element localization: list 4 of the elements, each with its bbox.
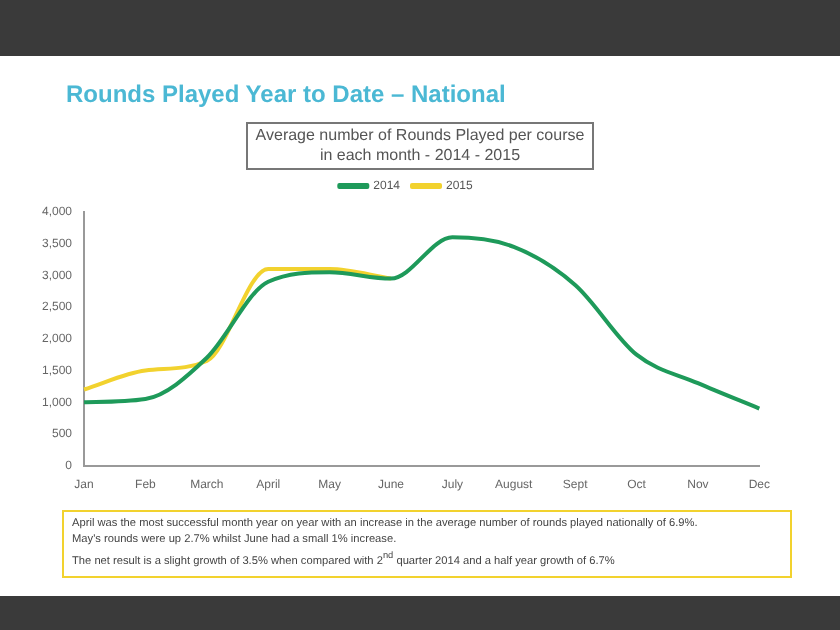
chart-title: Rounds Played Year to Date – National [66, 80, 506, 108]
line-series [82, 235, 762, 411]
line-series [82, 267, 393, 392]
chart-subtitle: Average number of Rounds Played per course in each month - 2014 - 2015 [246, 122, 594, 170]
